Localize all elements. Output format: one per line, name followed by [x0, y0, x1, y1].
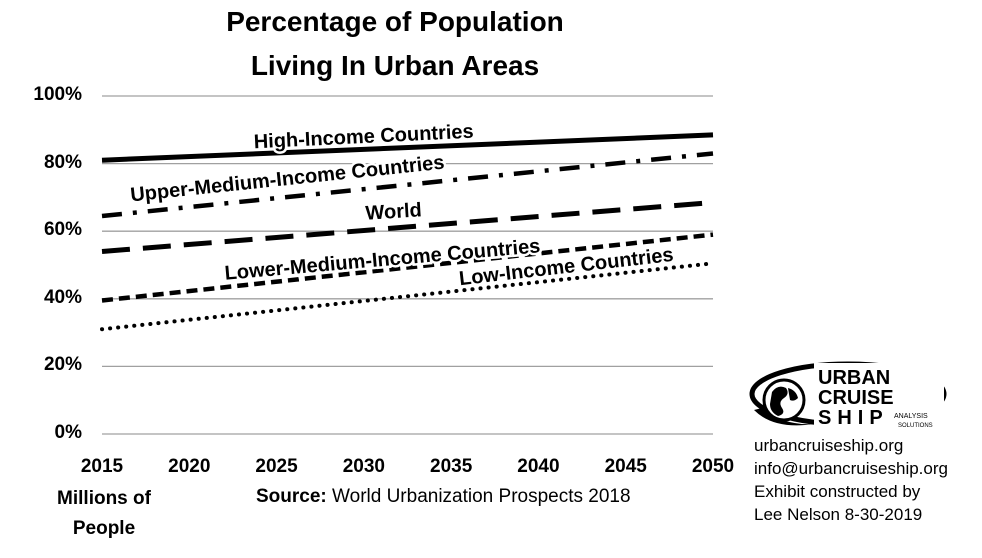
- gridlines: [102, 95, 713, 435]
- x-tick-label: 2015: [80, 456, 124, 477]
- logo-line-3: SHIP: [818, 407, 889, 429]
- y-tick-label: 0%: [54, 422, 82, 443]
- series-line-high-income-countries: [101, 132, 714, 163]
- series-line-low-income-countries: [100, 261, 715, 332]
- email-link[interactable]: info@urbancruiseship.org: [754, 459, 948, 478]
- logo-sub-1: ANALYSIS: [894, 413, 928, 420]
- series-label: World: [365, 199, 423, 224]
- y-tick-label: 80%: [43, 151, 82, 173]
- logo-line-1: URBAN: [818, 367, 890, 389]
- x-tick-label: 2035: [430, 456, 473, 477]
- credit-line-2: Lee Nelson 8-30-2019: [754, 505, 923, 524]
- source-note: Source: World Urbanization Prospects 201…: [256, 486, 631, 508]
- x-tick-label: 2020: [168, 456, 211, 477]
- xaxis-label-line2: People: [72, 518, 136, 539]
- y-tick-label: 60%: [43, 219, 82, 241]
- y-tick-label: 40%: [43, 286, 82, 308]
- chart-title-line-1: Percentage of Population: [226, 6, 564, 37]
- chart-title-line-2: Living In Urban Areas: [250, 50, 540, 81]
- x-tick-label: 2025: [255, 456, 298, 477]
- y-tick-label: 20%: [43, 354, 82, 376]
- y-tick-label: 100%: [33, 84, 82, 105]
- series-line-upper-medium-income-countries: [101, 151, 714, 219]
- source-label: Source:: [256, 486, 327, 507]
- series-lines: [100, 132, 715, 332]
- urban-cruise-ship-logo: URBAN CRUISE SHIP ANALYSIS SOLUTIONS: [749, 361, 947, 429]
- series-line-lower-medium-income-countries: [101, 232, 714, 303]
- x-tick-label: 2050: [691, 456, 735, 477]
- x-tick-label: 2045: [604, 456, 647, 477]
- xaxis-label-line1: Millions of: [57, 488, 151, 509]
- x-tick-label: 2040: [517, 456, 560, 477]
- x-tick-label: 2030: [342, 456, 385, 477]
- source-text: World Urbanization Prospects 2018: [332, 486, 631, 507]
- globe-continents-icon: [770, 386, 798, 416]
- logo-sub-2: SOLUTIONS: [898, 423, 933, 429]
- series-line-world: [101, 199, 714, 254]
- credit-line-1: Exhibit constructed by: [754, 482, 921, 501]
- ship-swoosh-icon: [754, 408, 814, 426]
- logo-line-2: CRUISE: [818, 387, 894, 409]
- website-link[interactable]: urbancruiseship.org: [754, 436, 904, 455]
